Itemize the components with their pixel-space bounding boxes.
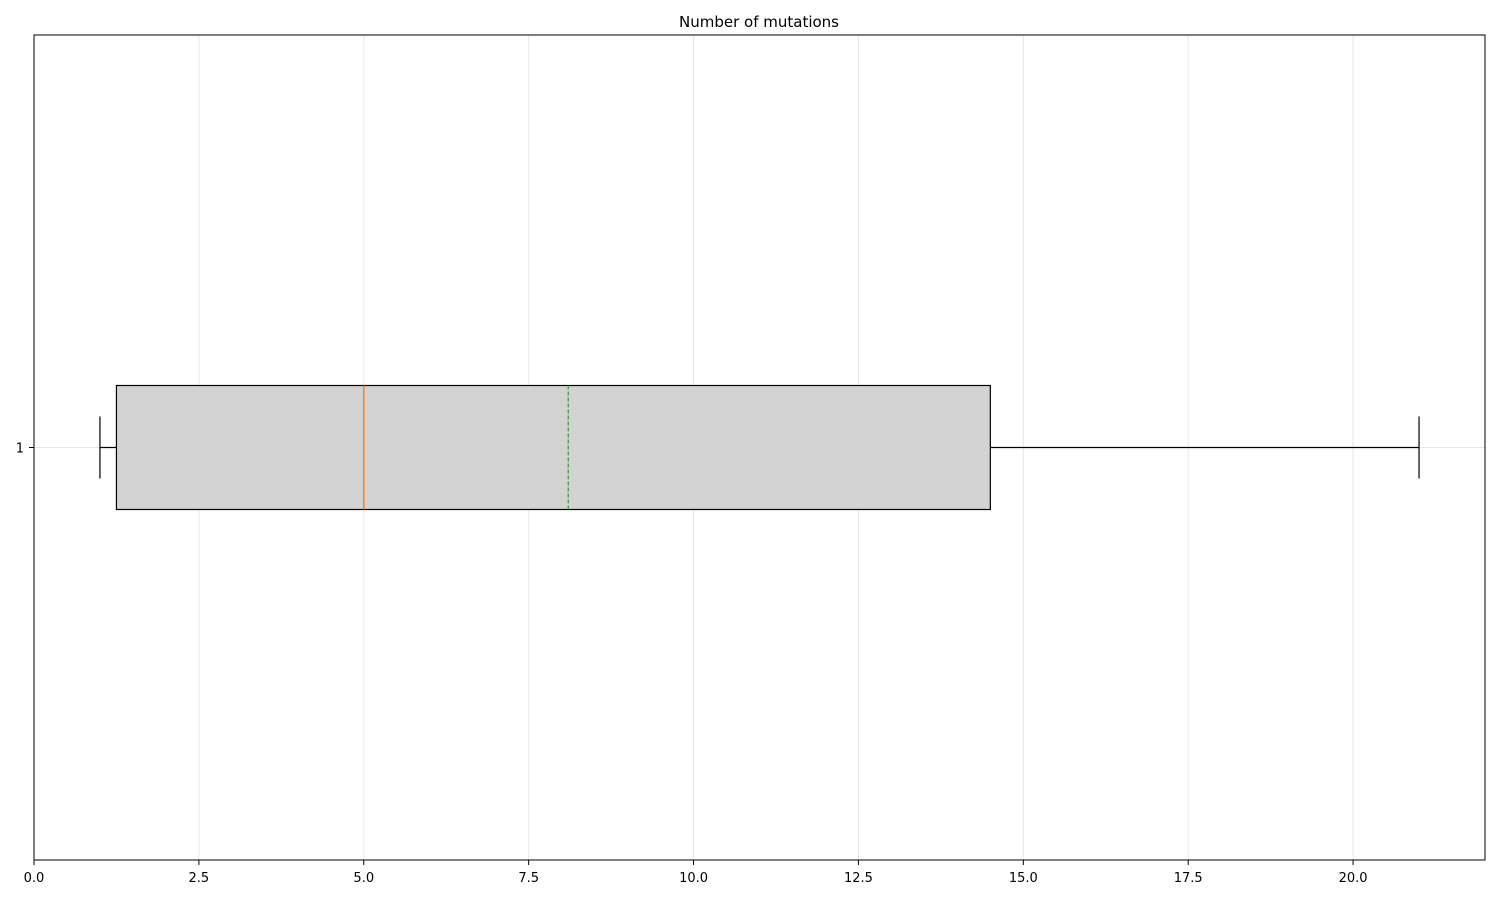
x-tick-label: 17.5 <box>1174 871 1203 886</box>
box-iqr <box>115 384 991 511</box>
box-layer <box>99 384 1420 511</box>
y-tick-label: 1 <box>16 442 24 457</box>
x-axis: 0.0 2.5 5.0 7.5 10.0 12.5 15.0 17.5 20.0 <box>24 860 1368 886</box>
x-tick-label: 20.0 <box>1339 871 1368 886</box>
x-tick-label: 0.0 <box>24 871 45 886</box>
x-tick-label: 7.5 <box>518 871 539 886</box>
x-tick-label: 15.0 <box>1009 871 1038 886</box>
chart-title: Number of mutations <box>679 13 839 31</box>
x-tick-label: 10.0 <box>679 871 708 886</box>
x-tick-label: 12.5 <box>844 871 873 886</box>
x-tick-label: 5.0 <box>353 871 374 886</box>
y-axis: 1 <box>16 442 34 457</box>
x-tick-label: 2.5 <box>189 871 210 886</box>
